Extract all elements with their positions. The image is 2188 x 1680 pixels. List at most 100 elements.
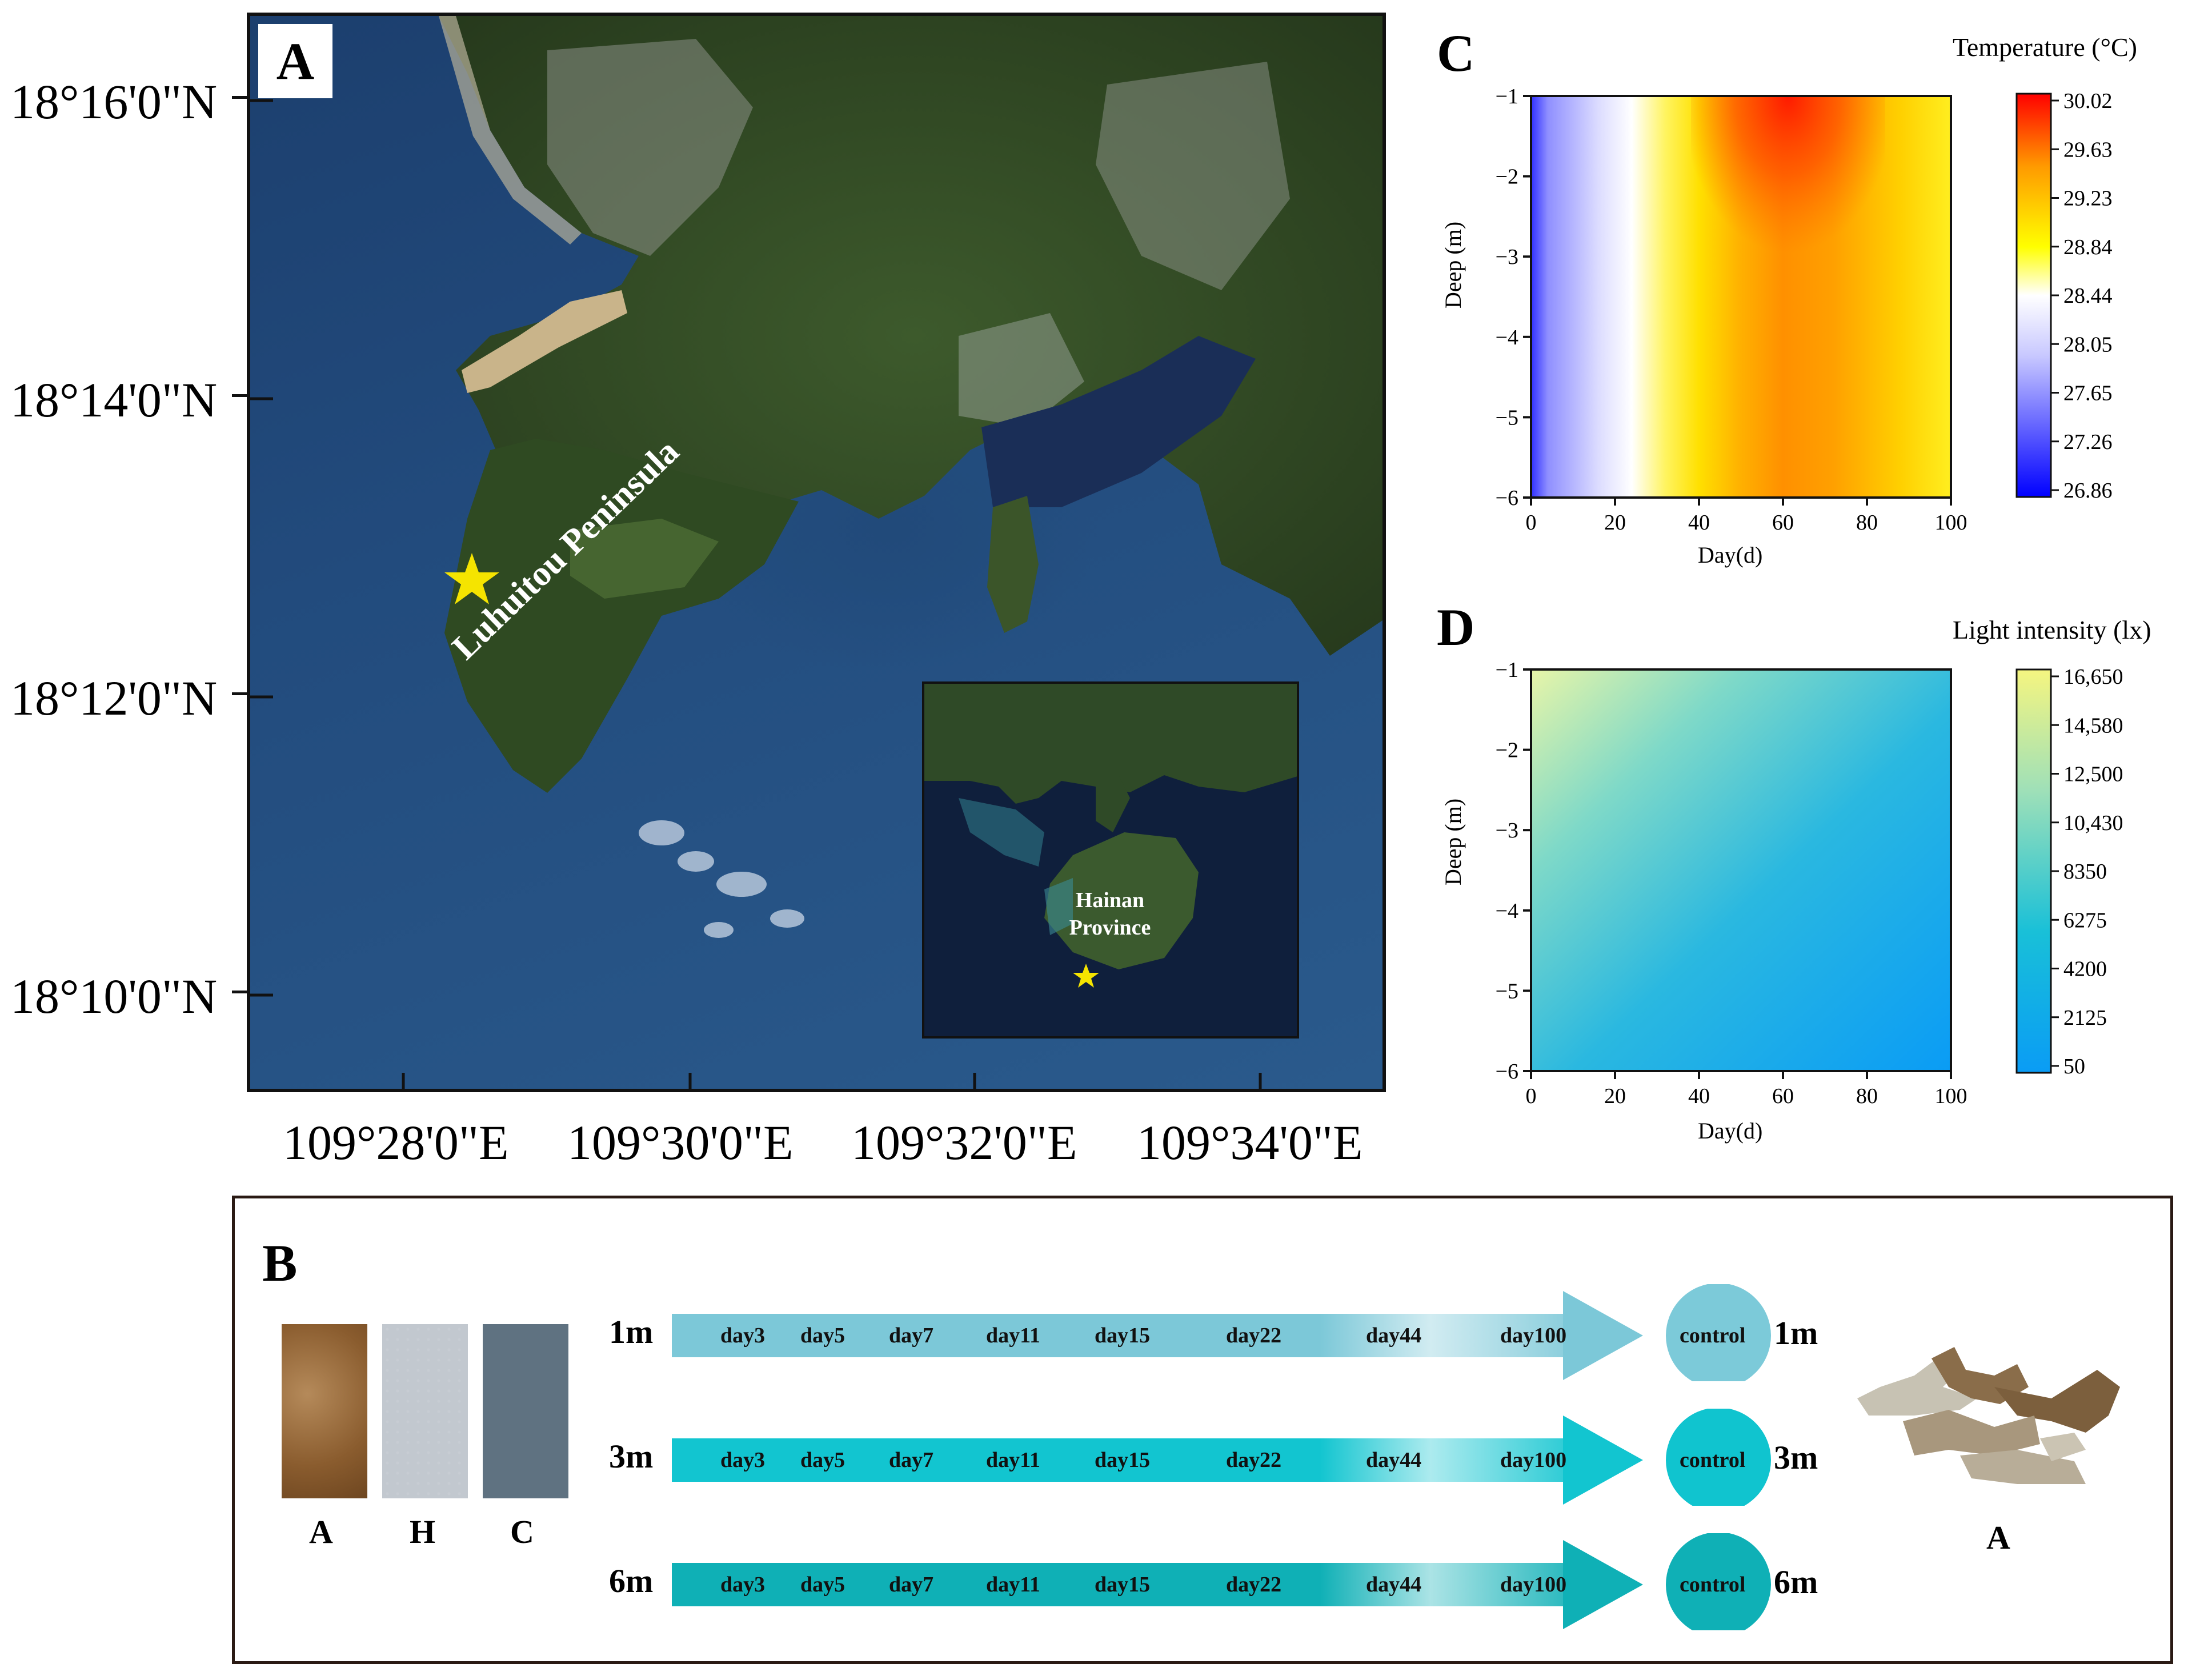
coral-label: A xyxy=(1986,1519,2010,1556)
timeline-bar xyxy=(672,1314,1597,1357)
colorbar-tick-label: 12,500 xyxy=(2063,763,2123,787)
temperature-heatmap xyxy=(1530,95,1952,499)
day-label-day7: day7 xyxy=(889,1324,934,1348)
y-tick-label: −1 xyxy=(1496,85,1518,109)
day-label-day11: day11 xyxy=(986,1573,1041,1597)
colorbar-tick-label: 2125 xyxy=(2063,1006,2107,1030)
temperature-colorbar xyxy=(2015,93,2052,498)
timeline-bar xyxy=(672,1438,1597,1482)
day-label-day22: day22 xyxy=(1226,1573,1282,1597)
inset-label: Hainan Province xyxy=(1039,887,1181,941)
depth-label-left: 3m xyxy=(609,1438,654,1475)
y-tick-label: −3 xyxy=(1496,245,1518,269)
lat-label-2: 18°14'0"N xyxy=(10,372,218,427)
lat-tick xyxy=(232,991,247,993)
lat-tick xyxy=(232,96,247,99)
y-tick-label: −2 xyxy=(1496,165,1518,189)
light-field xyxy=(1531,669,1951,1071)
day-label-day100: day100 xyxy=(1500,1448,1567,1472)
temperature-x-axis-label: Day(d) xyxy=(1698,542,1763,568)
y-tick-label: −6 xyxy=(1496,486,1518,510)
colorbar-tick-label: 4200 xyxy=(2063,957,2107,981)
y-tick-label: −3 xyxy=(1496,819,1518,843)
temperature-y-axis-label: Deep (m) xyxy=(1440,221,1466,308)
y-tick-label: −4 xyxy=(1496,899,1518,923)
control-circle xyxy=(1666,1409,1771,1506)
y-tick-label: −2 xyxy=(1496,739,1518,763)
light-x-axis-label: Day(d) xyxy=(1698,1118,1763,1144)
inset-label-line1: Hainan xyxy=(1075,888,1145,912)
colorbar-tick-label: 16,650 xyxy=(2063,665,2123,689)
inset-imagery xyxy=(924,684,1297,988)
y-tick-label: −5 xyxy=(1496,406,1518,430)
depth-row-3m: 3m day3 day5 day7 day11 day15 day22 day44 day10… xyxy=(235,1409,2176,1506)
coral-illustration xyxy=(1857,1347,2120,1484)
x-tick-label: 80 xyxy=(1856,1084,1878,1108)
depth-row-1m: 1m day3 day5 day7 day11 day15 day22 day44 day10… xyxy=(235,1284,2176,1381)
lon-label-2: 109°30'0"E xyxy=(567,1115,794,1170)
satellite-map: A Luhuitou Peninsula Hainan Province xyxy=(247,13,1386,1092)
colorbar-tick-label: 10,430 xyxy=(2063,811,2123,835)
day-label-day11: day11 xyxy=(986,1324,1041,1348)
lat-tick xyxy=(232,692,247,695)
lon-label-1: 109°28'0"E xyxy=(283,1115,509,1170)
sample-label-h: H xyxy=(410,1513,436,1550)
lat-label-3: 18°12'0"N xyxy=(10,671,218,725)
day-label-day100: day100 xyxy=(1500,1573,1567,1597)
timeline-arrow xyxy=(672,1533,1771,1630)
y-tick-label: −4 xyxy=(1496,326,1518,350)
y-tick-label: −6 xyxy=(1496,1060,1518,1084)
experiment-design-panel: B A H C 1m day3 day5 day7 day11 day15 day22 da… xyxy=(232,1196,2173,1664)
colorbar-tick-label: 30.02 xyxy=(2063,89,2113,113)
control-label: control xyxy=(1680,1448,1746,1472)
arrow-head xyxy=(1563,1291,1643,1380)
panel-label-a: A xyxy=(258,24,332,98)
light-y-axis-label: Deep (m) xyxy=(1440,798,1466,885)
control-label: control xyxy=(1680,1573,1746,1597)
x-tick-label: 60 xyxy=(1772,1084,1794,1108)
colorbar-tick-label: 14,580 xyxy=(2063,713,2123,737)
lon-label-3: 109°32'0"E xyxy=(851,1115,1077,1170)
lat-label-4: 18°10'0"N xyxy=(10,969,218,1024)
day-label-day7: day7 xyxy=(889,1448,934,1472)
colorbar-tick-label: 28.05 xyxy=(2063,332,2113,356)
day-label-day22: day22 xyxy=(1226,1324,1282,1348)
control-circle xyxy=(1666,1284,1771,1381)
x-tick-label: 60 xyxy=(1772,511,1794,535)
light-colorbar xyxy=(2015,668,2052,1074)
sample-swatch-c xyxy=(483,1324,568,1498)
day-label-day44: day44 xyxy=(1366,1573,1422,1597)
x-tick-label: 40 xyxy=(1688,1084,1710,1108)
day-label-day15: day15 xyxy=(1095,1324,1151,1348)
timeline-bar xyxy=(672,1563,1597,1606)
x-tick-label: 0 xyxy=(1526,511,1537,535)
sample-swatch-h xyxy=(382,1324,468,1498)
colorbar-tick-label: 50 xyxy=(2063,1054,2085,1078)
colorbar-tick-label: 27.26 xyxy=(2063,430,2113,454)
temperature-plot-frame xyxy=(1530,95,1952,499)
colorbar-tick-label: 29.23 xyxy=(2063,187,2113,211)
day-label-day3: day3 xyxy=(720,1448,766,1472)
day-label-day5: day5 xyxy=(800,1324,845,1348)
sample-swatch-a xyxy=(282,1324,367,1498)
colorbar-tick-label: 8350 xyxy=(2063,860,2107,884)
arrow-head xyxy=(1563,1540,1643,1629)
depth-label-left: 1m xyxy=(609,1313,654,1350)
panel-label-c: C xyxy=(1437,24,1475,82)
depth-label-left: 6m xyxy=(609,1562,654,1599)
light-plot-frame xyxy=(1530,668,1952,1072)
control-label: control xyxy=(1680,1324,1746,1348)
sample-label-a: A xyxy=(309,1513,333,1550)
inset-label-line2: Province xyxy=(1069,916,1151,940)
lat-tick xyxy=(232,394,247,397)
temperature-hotspot xyxy=(1691,96,1885,382)
colorbar-tick-label: 26.86 xyxy=(2063,479,2113,503)
x-tick-label: 20 xyxy=(1604,511,1626,535)
day-label-day3: day3 xyxy=(720,1573,766,1597)
light-heatmap xyxy=(1530,668,1952,1072)
x-tick-label: 20 xyxy=(1604,1084,1626,1108)
x-tick-label: 80 xyxy=(1856,511,1878,535)
inset-star-marker xyxy=(1073,964,1099,988)
hainan-inset-map: Hainan Province xyxy=(922,681,1299,1039)
depth-label-right: 1m xyxy=(1774,1314,1818,1352)
